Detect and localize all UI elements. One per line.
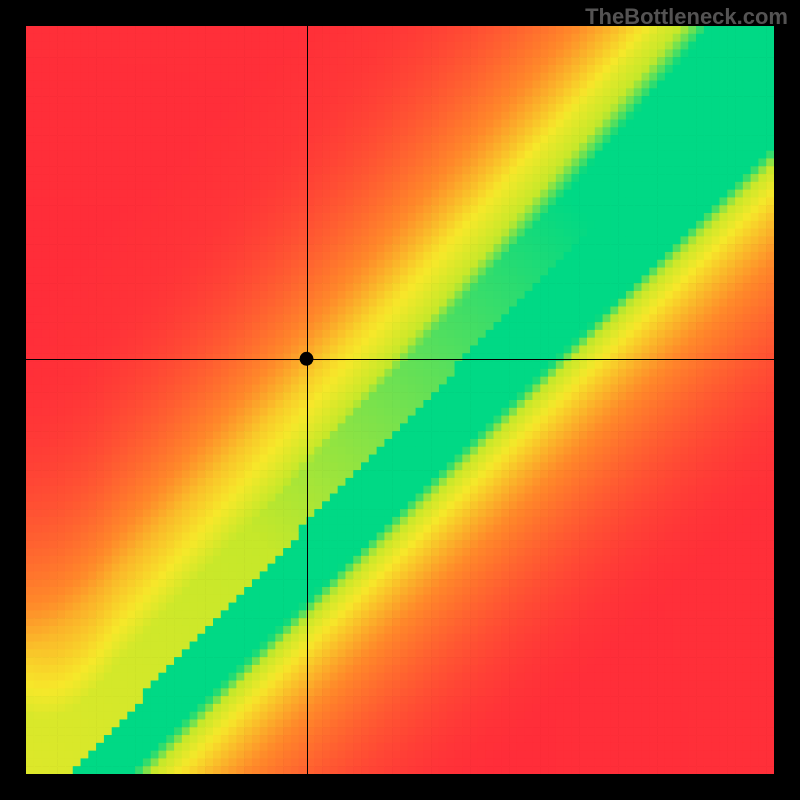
heatmap-canvas (0, 0, 800, 800)
root: TheBottleneck.com (0, 0, 800, 800)
watermark-text: TheBottleneck.com (585, 4, 788, 30)
